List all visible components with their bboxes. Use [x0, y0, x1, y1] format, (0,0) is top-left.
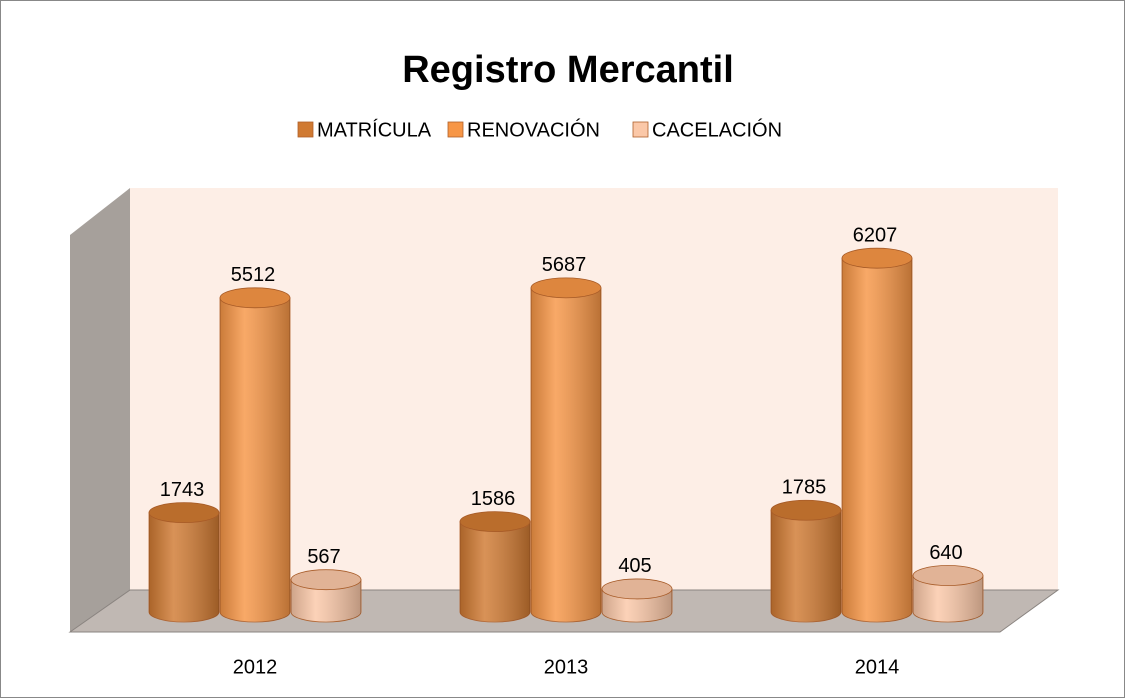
cylinder-top-shade [460, 511, 530, 532]
data-label: 6207 [853, 224, 898, 246]
cylinder-top [841, 247, 913, 269]
cylinder-top-shade [149, 502, 219, 523]
cylinder-top [912, 565, 984, 586]
data-label: 5687 [542, 254, 587, 276]
cylinder-shade [220, 297, 290, 622]
data-label: 567 [307, 546, 340, 568]
cylinder-shade [842, 258, 912, 622]
cylinder-top-shade [220, 287, 290, 308]
data-label: 1743 [160, 479, 205, 501]
legend-swatch [632, 121, 649, 138]
cylinder-top-shade [291, 569, 361, 590]
cylinder-top [290, 569, 362, 591]
cylinder-top-shade [602, 578, 672, 599]
legend-label: RENOVACIÓN [467, 118, 600, 141]
cylinder-top [219, 287, 291, 309]
cylinder-top [601, 578, 673, 600]
cylinder-shade [531, 287, 601, 622]
cylinder-top-shade [771, 500, 841, 521]
data-label: 5512 [231, 264, 276, 286]
cylinder-shade [291, 579, 361, 622]
legend-swatch [447, 121, 464, 138]
legend-label: CACELACIÓN [652, 118, 782, 141]
cylinder-top-shade [531, 277, 601, 298]
cylinder-top-shade [913, 565, 983, 586]
cylinder-shade [913, 575, 983, 622]
data-label: 640 [929, 542, 962, 564]
cylinder-top [459, 511, 531, 532]
cylinder-shade [149, 512, 219, 622]
x-tick-label: 2012 [233, 656, 278, 678]
cylinder-shade [771, 510, 841, 622]
cylinder-top [770, 499, 842, 521]
cylinder-top-shade [842, 248, 912, 269]
side-wall [70, 188, 130, 632]
x-tick-label: 2014 [855, 656, 900, 678]
legend-swatch [297, 121, 314, 138]
x-tick-label: 2013 [544, 656, 589, 678]
chart-title: Registro Mercantil [402, 49, 734, 91]
data-label: 1586 [471, 488, 516, 510]
cylinder-shade [460, 521, 530, 622]
cylinder-top [148, 502, 220, 524]
data-label: 405 [618, 555, 651, 577]
legend-label: MATRÍCULA [317, 118, 432, 141]
data-label: 1785 [782, 477, 827, 499]
cylinder-top [530, 277, 602, 299]
